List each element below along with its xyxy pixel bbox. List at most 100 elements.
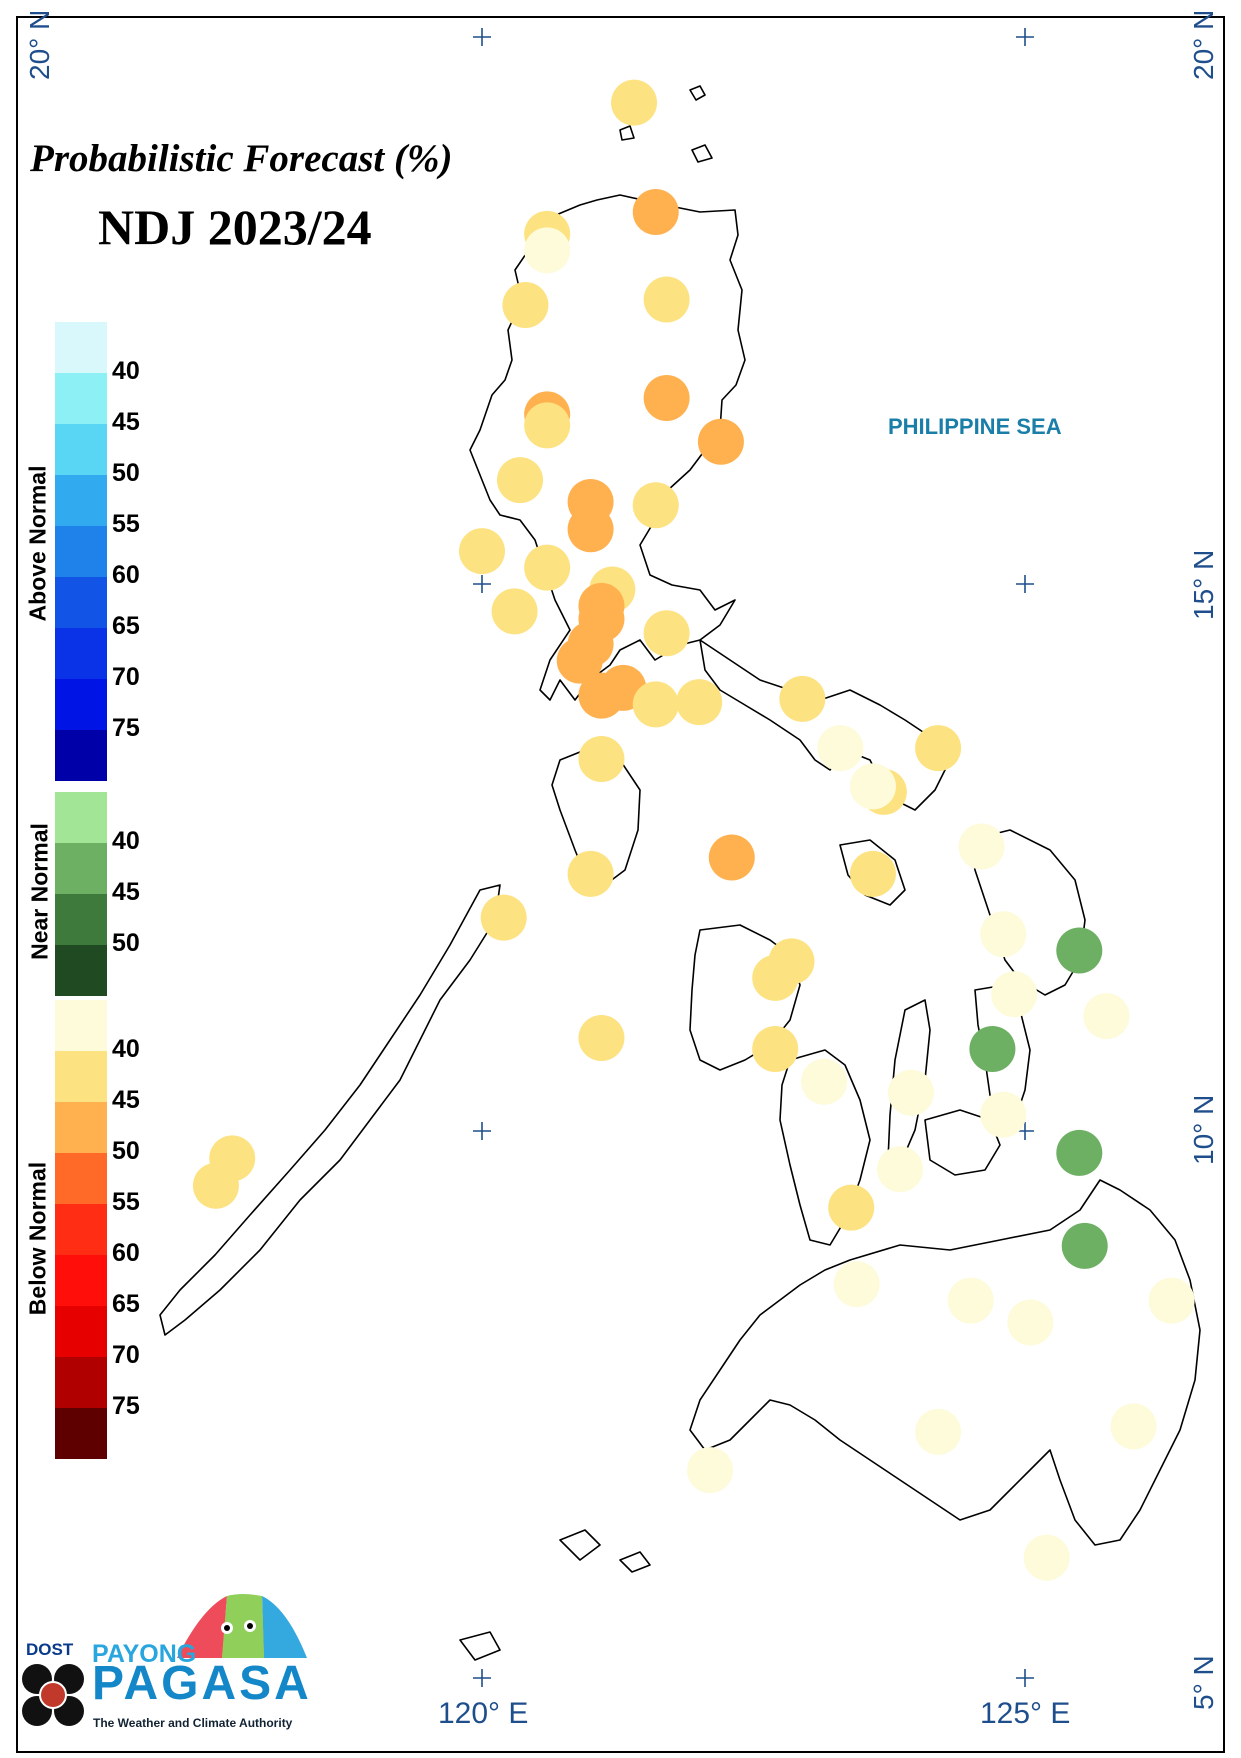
station-dot [697,418,744,465]
station-dot [1023,1534,1070,1581]
station-dot [779,675,826,722]
station-dot [502,282,549,329]
legend-tick-near: 40 [112,827,140,855]
legend-tick-below: 70 [112,1341,140,1369]
legend-tick-below: 75 [112,1392,140,1420]
station-dot [1007,1299,1054,1346]
station-dot [708,834,755,881]
legend-tick-near: 45 [112,878,140,906]
pagasa-logo-text: PAGASA [92,1657,312,1710]
legend-label-above: Above Normal [24,465,51,622]
station-dot [578,1015,625,1062]
lat-label-right-5: 5° N [1188,1655,1219,1710]
lat-label-right-10: 10° N [1188,1094,1219,1165]
legend-swatch-near [55,843,107,894]
legend-tick-above: 50 [112,459,140,487]
legend-label-below: Below Normal [24,1161,51,1316]
station-dot [833,1261,880,1308]
mindanao-island [689,1179,1201,1546]
legend-tick-above: 45 [112,408,140,436]
station-dot [828,1184,875,1231]
station-dot [480,894,527,941]
pagasa-tagline: The Weather and Climate Authority [93,1716,293,1730]
legend-swatch-above [55,730,107,781]
legend-swatch-above [55,679,107,730]
map-title: Probabilistic Forecast (%) [30,137,453,180]
station-dot [969,1025,1016,1072]
legend-swatch-below [55,1051,107,1102]
station-dot [578,672,625,719]
forecast-period: NDJ 2023/24 [98,199,372,255]
luzon-island [469,194,746,701]
negros-island [779,1049,871,1246]
dost-logo-text: DOST [26,1640,74,1659]
legend-tick-below: 60 [112,1239,140,1267]
legend-tick-near: 50 [112,929,140,957]
station-dot [849,850,896,897]
station-dot [611,79,658,126]
station-dot [676,679,723,726]
map-frame [16,16,1225,1753]
station-dot [887,1069,934,1116]
station-dot [192,1162,239,1209]
station-dot [567,506,614,553]
lat-label-right-15: 15° N [1188,549,1219,620]
station-dot [991,971,1038,1018]
station-dot [752,1025,799,1072]
legend-swatch-below [55,1153,107,1204]
legend-tick-below: 55 [112,1188,140,1216]
bohol-island [924,1109,1001,1176]
station-dot [817,725,864,772]
station-dot [849,763,896,810]
lat-label-left-20: 20° N [24,9,55,80]
lon-label-120: 120° E [438,1697,529,1730]
legend-tick-below: 50 [112,1137,140,1165]
station-dot [459,528,505,575]
station-markers [192,79,1195,1581]
legend-swatch-below [55,1306,107,1357]
legend-tick-below: 40 [112,1035,140,1063]
legend-swatch-near [55,894,107,945]
legend-swatch-below [55,1204,107,1255]
station-dot [1061,1222,1108,1269]
station-dot [567,850,614,897]
legend-tick-above: 75 [112,714,140,742]
station-dot [632,681,679,728]
station-dot [1056,1129,1103,1176]
legend-tick-below: 65 [112,1290,140,1318]
station-dot [1083,993,1130,1040]
station-dot [643,610,690,657]
station-dot [687,1447,734,1494]
legend-swatch-below [55,1357,107,1408]
palawan-island [159,884,501,1336]
station-dot [947,1277,994,1324]
station-dot [1056,927,1103,974]
sea-label: PHILIPPINE SEA [888,414,1062,439]
legend-swatch-above [55,526,107,577]
pagasa-logo-umbrella [177,1594,307,1658]
station-dot [632,482,679,529]
northern-islands [619,85,713,163]
station-dot [643,375,690,422]
legend-swatch-near [55,792,107,843]
station-dot [801,1058,848,1105]
legend-swatch-above [55,475,107,526]
samar-island [969,829,1086,996]
station-dot [915,725,962,772]
legend-swatch-below [55,1255,107,1306]
legend-label-near: Near Normal [26,823,53,960]
station-dot [497,457,544,504]
station-dot [578,736,625,783]
legend-tick-below: 45 [112,1086,140,1114]
station-dot [632,189,679,236]
legend-swatch-near [55,945,107,996]
legend-swatch-above [55,577,107,628]
station-dot [524,227,571,274]
legend-tick-above: 40 [112,357,140,385]
station-dot [915,1408,962,1455]
station-dot [491,588,538,635]
legend-swatch-above [55,628,107,679]
dost-logo-icon [22,1664,84,1726]
